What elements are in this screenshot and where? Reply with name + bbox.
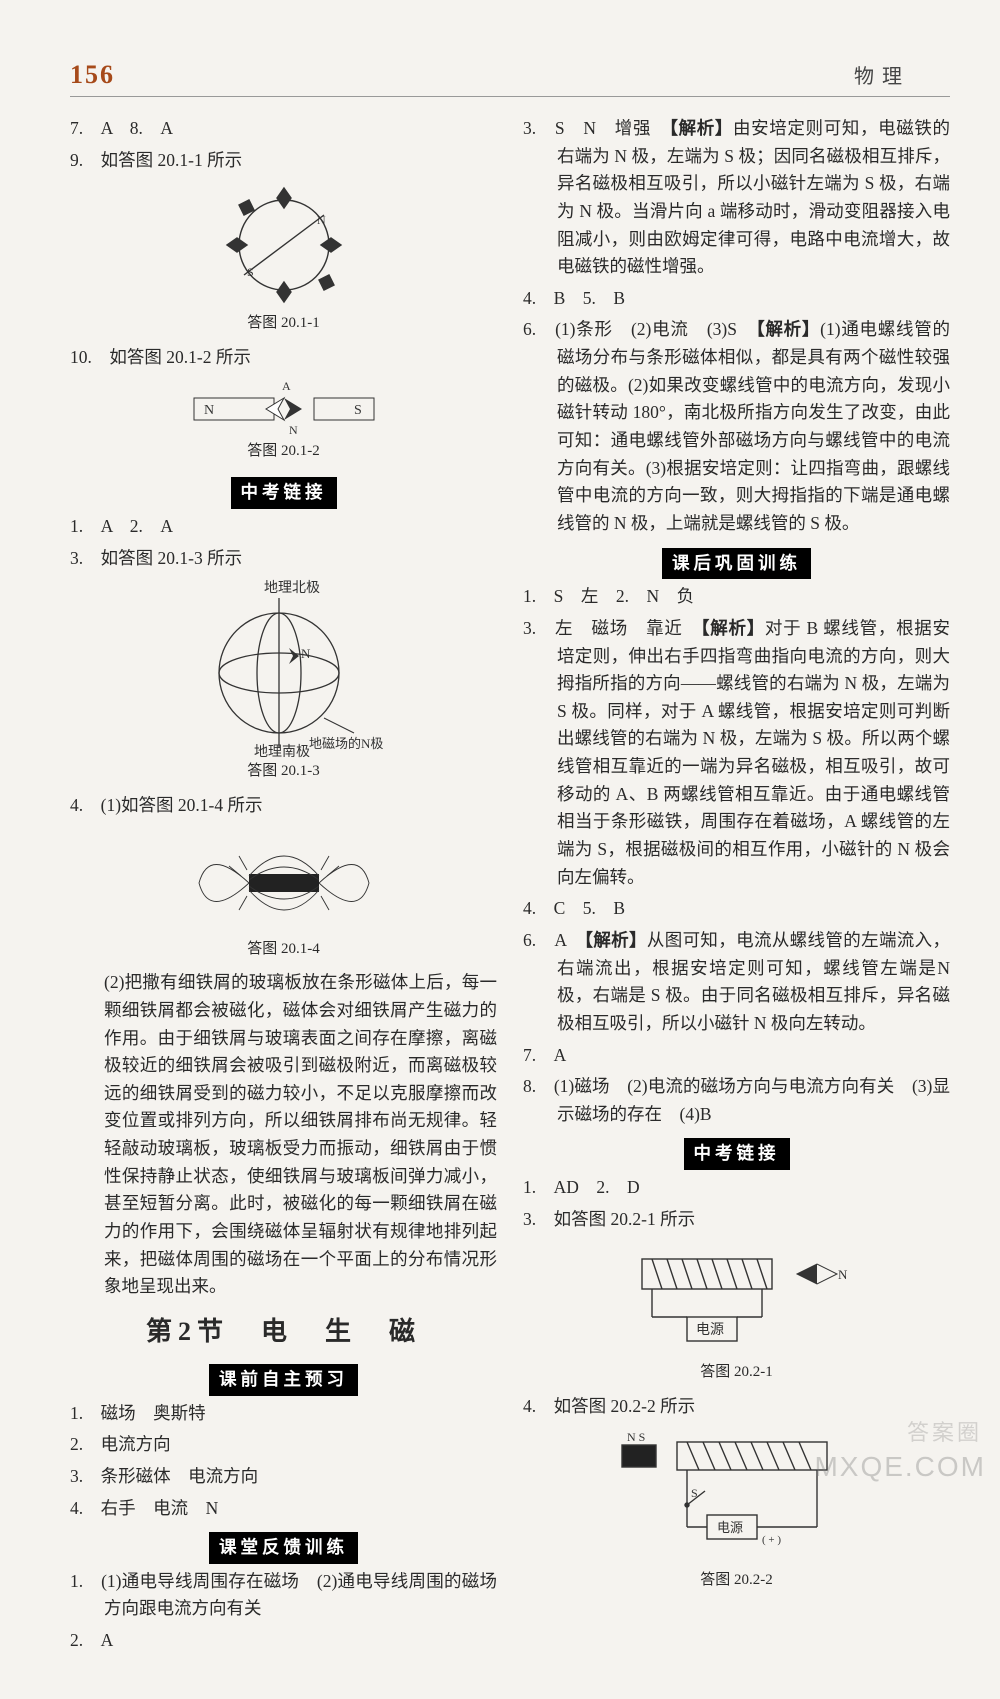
svg-text:N S: N S (627, 1430, 645, 1444)
svg-text:( + ): ( + ) (762, 1534, 781, 1546)
figure-20-1-3: N 地理北极 地理南极 地磁场的N极 (169, 578, 399, 758)
watermark-bottom: MXQE.COM (814, 1451, 986, 1483)
jiexi-tag-2: 【解析】 (756, 319, 820, 339)
ac-8: 8. (1)磁场 (2)电流的磁场方向与电流方向有关 (3)显示磁场的存在 (4… (523, 1073, 950, 1128)
section-2-title: 第2节 电 生 磁 (70, 1311, 497, 1352)
svg-text:地理南极: 地理南极 (254, 744, 310, 758)
left-column: 7. A 8. A 9. 如答图 20.1-1 所示 N S (70, 115, 497, 1659)
svg-text:N: N (301, 646, 311, 661)
subject-label: 物理 (854, 60, 910, 89)
pre-4: 4. 右手 电流 N (70, 1495, 497, 1523)
page-number: 156 (70, 60, 115, 90)
figure-20-1-4 (169, 826, 399, 936)
figure-20-2-2: N S S 电源 ( + ) (607, 1427, 867, 1567)
svg-text:S: S (247, 265, 254, 279)
r6-lead: 6. (1)条形 (2)电流 (3)S (523, 319, 756, 339)
caption-20-2-1: 答图 20.2-1 (523, 1361, 950, 1385)
ac3-body: 对于 B 螺线管，根据安培定则，伸出右手四指弯曲指向电流的方向，则大拇指所指的方… (557, 618, 950, 887)
ac-3: 3. 左 磁场 靠近 【解析】对于 B 螺线管，根据安培定则，伸出右手四指弯曲指… (523, 615, 950, 891)
ac3-lead: 3. 左 磁场 靠近 (523, 618, 701, 638)
r3-body: 由安培定则可知，电磁铁的右端为 N 极，左端为 S 极；因同名磁极相互排斥，异名… (557, 118, 950, 276)
ans-7-8: 7. A 8. A (70, 115, 497, 143)
ans-10: 10. 如答图 20.1-2 所示 (70, 344, 497, 372)
pre-3: 3. 条形磁体 电流方向 (70, 1463, 497, 1491)
zk-1-2: 1. A 2. A (70, 513, 497, 541)
ac-7: 7. A (523, 1042, 950, 1070)
r6-body: (1)通电螺线管的磁场分布与条形磁体相似，都是具有两个磁性较强的磁极。(2)如果… (557, 319, 950, 532)
ac6-lead: 6. A (523, 930, 584, 950)
jiexi-tag-1: 【解析】 (669, 118, 733, 138)
caption-20-1-1: 答图 20.1-1 (70, 312, 497, 336)
svg-text:N: N (289, 423, 298, 437)
watermark-top: 答案圈 (907, 1415, 982, 1447)
jiexi-tag-4: 【解析】 (584, 930, 647, 950)
caption-20-1-3: 答图 20.1-3 (70, 760, 497, 784)
svg-text:电源: 电源 (696, 1322, 724, 1338)
page-header: 156 物理 (70, 60, 950, 97)
right-column: 3. S N 增强 【解析】由安培定则可知，电磁铁的右端为 N 极，左端为 S … (523, 115, 950, 1659)
ans-4-2-para: (2)把撒有细铁屑的玻璃板放在条形磁体上后，每一颗细铁屑都会被磁化，磁体会对细铁… (70, 969, 497, 1301)
r3-lead: 3. S N 增强 (523, 118, 669, 138)
pre-2: 2. 电流方向 (70, 1431, 497, 1459)
figure-20-1-1: N S (199, 180, 369, 310)
svg-text:N: N (838, 1267, 848, 1282)
figure-20-2-1: 电源 N (612, 1239, 862, 1359)
heading-zhongkao-2: 中考链接 (684, 1138, 790, 1170)
svg-text:N: N (317, 213, 326, 227)
svg-text:电源: 电源 (717, 1520, 743, 1535)
heading-feedback: 课堂反馈训练 (209, 1532, 358, 1564)
svg-text:地磁场的N极: 地磁场的N极 (309, 736, 383, 751)
svg-text:S: S (691, 1486, 698, 1500)
zk-3: 3. 如答图 20.1-3 所示 (70, 545, 497, 573)
zk2-3: 3. 如答图 20.2-1 所示 (523, 1206, 950, 1234)
pre-1: 1. 磁场 奥斯特 (70, 1400, 497, 1428)
heading-preclass: 课前自主预习 (209, 1364, 358, 1396)
zk2-4: 4. 如答图 20.2-2 所示 (523, 1393, 950, 1421)
ac-1-2: 1. S 左 2. N 负 (523, 583, 950, 611)
caption-20-2-2: 答图 20.2-2 (523, 1569, 950, 1593)
svg-text:地理北极: 地理北极 (264, 580, 320, 596)
caption-20-1-2: 答图 20.1-2 (70, 440, 497, 464)
ac-4-5: 4. C 5. B (523, 895, 950, 923)
ans-9: 9. 如答图 20.1-1 所示 (70, 147, 497, 175)
r-6: 6. (1)条形 (2)电流 (3)S 【解析】(1)通电螺线管的磁场分布与条形… (523, 316, 950, 537)
caption-20-1-4: 答图 20.1-4 (70, 938, 497, 962)
ac-6: 6. A 【解析】从图可知，电流从螺线管的左端流入，右端流出，根据安培定则可知，… (523, 927, 950, 1038)
figure-20-1-2: A N S N (174, 378, 394, 438)
jiexi-tag-3: 【解析】 (701, 618, 765, 638)
svg-text:N: N (204, 403, 214, 418)
zk2-1-2: 1. AD 2. D (523, 1174, 950, 1202)
ans-4-1: 4. (1)如答图 20.1-4 所示 (70, 792, 497, 820)
heading-afterclass: 课后巩固训练 (662, 548, 811, 580)
svg-text:A: A (282, 379, 291, 393)
fb-1: 1. (1)通电导线周围存在磁场 (2)通电导线周围的磁场方向跟电流方向有关 (70, 1568, 497, 1623)
r-4-5: 4. B 5. B (523, 285, 950, 313)
fb-2: 2. A (70, 1627, 497, 1655)
svg-text:S: S (354, 403, 362, 418)
r-3: 3. S N 增强 【解析】由安培定则可知，电磁铁的右端为 N 极，左端为 S … (523, 115, 950, 281)
heading-zhongkao-1: 中考链接 (231, 477, 337, 509)
